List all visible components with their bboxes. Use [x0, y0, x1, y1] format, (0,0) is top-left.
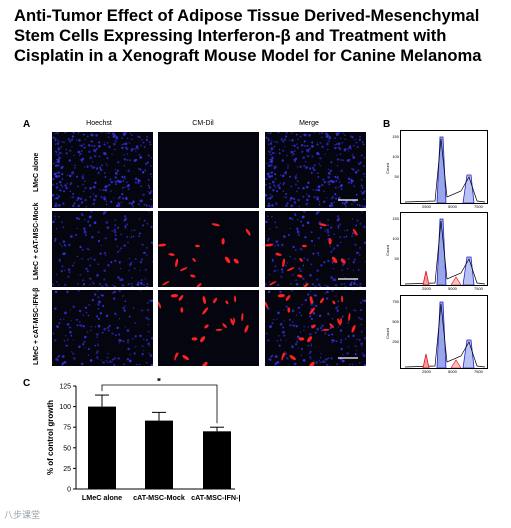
category-label-1: LMeC alone: [82, 493, 122, 502]
flow-plot-3: [400, 295, 488, 369]
flow-ytick: 100: [392, 236, 399, 241]
flow-xtick: 2500: [422, 286, 431, 291]
flow-xtick: 5000: [448, 204, 457, 209]
flow-xtick: 7500: [474, 204, 483, 209]
y-tick-label: 100: [59, 404, 71, 411]
flow-ytick: 50: [394, 256, 399, 261]
y-axis-label: % of control growth: [46, 400, 55, 475]
bar-3: [203, 431, 231, 489]
significance-star: *: [157, 378, 161, 388]
flow-xtick: 5000: [448, 286, 457, 291]
micrograph-lmec-ifn-hoechst: [52, 290, 153, 366]
bar-1: [88, 406, 116, 489]
bar-2: [145, 420, 173, 489]
category-label-2: cAT-MSC-Mock: [133, 493, 185, 502]
column-header-merge: Merge: [299, 120, 319, 127]
column-header-cm-dil: CM-Dil: [192, 120, 214, 127]
category-label-3: cAT-MSC-IFN-β: [191, 493, 240, 502]
watermark: 八步课堂: [4, 510, 41, 520]
flow-ylabel: Count: [384, 328, 390, 339]
flow-ytick: 150: [392, 216, 399, 221]
row-label-lmec-alone: LMeC alone: [33, 152, 40, 192]
growth-bar-chart: 0 25 50 75 100 125 % of control growth LMeC alo…: [46, 378, 240, 502]
flow-ytick: 150: [392, 134, 399, 139]
panel-b-label: B: [383, 119, 391, 130]
row-label-lmec-ifn: LMeC + cAT-MSC-IFN-β: [33, 287, 40, 365]
y-tick-label: 25: [63, 466, 71, 473]
micrograph-lmec-ifn-merge: [265, 290, 366, 366]
flow-xtick: 2500: [422, 204, 431, 209]
column-header-hoechst: Hoechst: [86, 120, 112, 127]
micrograph-lmec-alone-hoechst: [52, 132, 153, 208]
significance-bracket: [101, 384, 218, 424]
flow-xtick: 7500: [474, 286, 483, 291]
flow-ylabel: Count: [384, 163, 390, 174]
flow-plot-2: [400, 212, 488, 286]
flow-ytick: 100: [392, 154, 399, 159]
micrograph-lmec-mock-cm-dil: [158, 211, 259, 287]
flow-ytick: 50: [394, 174, 399, 179]
micrograph-lmec-alone-cm-dil: [158, 132, 259, 208]
y-tick-label: 0: [67, 487, 71, 494]
paper-title: Anti-Tumor Effect of Adipose Tissue Deri…: [14, 6, 482, 65]
flow-xtick: 7500: [474, 369, 483, 374]
flow-ytick: 250: [392, 339, 399, 344]
panel-a-label: A: [23, 119, 31, 130]
flow-ylabel: Count: [384, 245, 390, 256]
micrograph-lmec-mock-merge: [265, 211, 366, 287]
flow-ytick: 500: [392, 319, 399, 324]
flow-xtick: 2500: [422, 369, 431, 374]
y-tick-label: 125: [59, 384, 71, 391]
micrograph-lmec-alone-merge: [265, 132, 366, 208]
y-tick-label: 75: [63, 425, 71, 432]
micrograph-lmec-ifn-cm-dil: [158, 290, 259, 366]
flow-xtick: 5000: [448, 369, 457, 374]
row-label-lmec-mock: LMeC + cAT-MSC-Mock: [33, 202, 40, 280]
panel-c-label: C: [23, 378, 31, 389]
micrograph-lmec-mock-hoechst: [52, 211, 153, 287]
y-tick-label: 50: [63, 445, 71, 452]
flow-ytick: 750: [392, 299, 399, 304]
flow-plot-1: [400, 130, 488, 204]
